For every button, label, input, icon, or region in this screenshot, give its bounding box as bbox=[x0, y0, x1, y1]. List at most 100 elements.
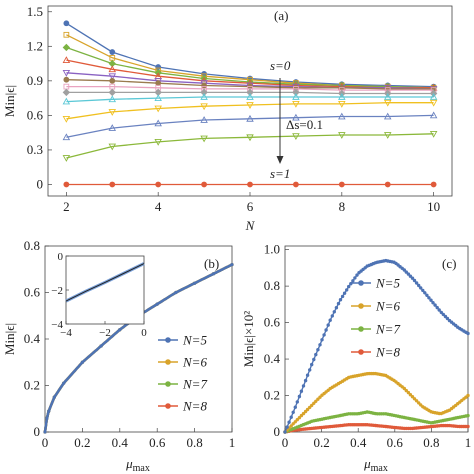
data-point bbox=[338, 101, 346, 108]
data-point bbox=[63, 31, 70, 38]
legend-marker bbox=[358, 280, 364, 286]
series-c-N=8 bbox=[283, 423, 470, 434]
data-point bbox=[338, 112, 346, 120]
data-point bbox=[108, 124, 117, 131]
x-tick-label: 2 bbox=[63, 199, 70, 214]
arrow-head bbox=[276, 156, 284, 164]
inset-x-tick-label: −4 bbox=[60, 327, 72, 339]
legend-marker bbox=[165, 381, 171, 387]
data-point bbox=[293, 181, 299, 188]
data-point bbox=[108, 65, 117, 73]
data-point bbox=[338, 298, 343, 302]
data-point bbox=[429, 111, 438, 119]
data-point bbox=[466, 331, 470, 336]
y-tick-label: 0.4 bbox=[264, 351, 281, 366]
data-point bbox=[108, 109, 117, 116]
data-point bbox=[414, 399, 419, 403]
data-point bbox=[466, 424, 470, 429]
data-point bbox=[310, 362, 314, 367]
data-point bbox=[314, 352, 318, 357]
data-point bbox=[445, 316, 450, 321]
data-point bbox=[429, 130, 438, 138]
x-tick-label: 4 bbox=[155, 199, 162, 214]
data-point bbox=[301, 384, 306, 388]
data-point bbox=[63, 181, 70, 188]
data-point bbox=[99, 344, 103, 348]
legend-c: N=5 N=6 N=7 N=8 bbox=[351, 276, 400, 360]
panel-a: 2 4 6 8 10 0 0.3 0.6 0.9 1.2 1.5 (a) s=0 Δs=0.1 s=1 N Mi… bbox=[2, 4, 453, 233]
series-a-9 bbox=[62, 99, 438, 123]
legend-label: N=8 bbox=[182, 399, 207, 414]
inset-frame bbox=[65, 255, 145, 325]
x-tick-label: 1 bbox=[229, 435, 236, 450]
data-point bbox=[63, 76, 70, 83]
legend-label: N=7 bbox=[375, 322, 400, 337]
data-point bbox=[320, 338, 324, 342]
data-point bbox=[334, 306, 339, 310]
data-point bbox=[312, 357, 316, 362]
data-point bbox=[293, 405, 297, 409]
data-point bbox=[414, 281, 419, 285]
y-tick-label: 0.6 bbox=[27, 107, 44, 122]
data-point bbox=[419, 286, 423, 290]
data-point bbox=[63, 20, 70, 27]
data-point bbox=[200, 103, 208, 111]
data-point bbox=[289, 415, 293, 419]
series-c-N=6 bbox=[283, 371, 470, 434]
panel-label: (c) bbox=[442, 256, 456, 271]
data-point bbox=[292, 93, 300, 100]
data-point bbox=[174, 290, 178, 295]
data-point bbox=[383, 132, 392, 139]
annotation-top: s=0 bbox=[270, 58, 291, 73]
data-point bbox=[155, 181, 162, 188]
data-point bbox=[328, 318, 332, 322]
data-point bbox=[230, 263, 234, 267]
y-tick-label: 0.4 bbox=[24, 331, 41, 346]
data-point bbox=[308, 368, 312, 372]
annotation-bottom: s=1 bbox=[270, 166, 290, 181]
data-point bbox=[246, 102, 254, 109]
panel-label: (a) bbox=[274, 8, 288, 23]
data-point bbox=[314, 399, 318, 403]
data-point bbox=[62, 88, 71, 97]
series-line bbox=[66, 102, 434, 120]
data-point bbox=[109, 77, 116, 84]
data-point bbox=[429, 99, 438, 107]
data-point bbox=[345, 288, 349, 292]
data-point bbox=[324, 328, 328, 332]
data-point bbox=[246, 114, 254, 122]
data-point bbox=[247, 181, 253, 188]
series-c-N=5 bbox=[283, 258, 470, 434]
data-point bbox=[431, 301, 435, 305]
y-tick-label: 0 bbox=[37, 176, 44, 191]
legend-marker bbox=[165, 403, 171, 409]
y-tick-label: 1.0 bbox=[264, 242, 280, 257]
data-point bbox=[305, 373, 310, 377]
data-point bbox=[338, 93, 346, 100]
panel-c: 0 0.2 0.4 0.6 0.8 100.20.40.60.81.0(c)N=5N=6N… bbox=[241, 242, 471, 474]
x-tick-label: 0 bbox=[42, 435, 49, 450]
legend-b: N=5 N=6 N=7 N=8 bbox=[158, 333, 207, 414]
data-point bbox=[292, 113, 300, 121]
panel-label: (b) bbox=[204, 256, 219, 271]
data-point bbox=[336, 301, 341, 306]
series-line bbox=[66, 96, 434, 103]
data-point bbox=[62, 133, 71, 141]
data-point bbox=[246, 88, 254, 97]
data-point bbox=[155, 64, 162, 70]
data-point bbox=[108, 73, 117, 81]
x-tick-label: 0.6 bbox=[387, 435, 404, 450]
y-tick-label: 0.8 bbox=[264, 278, 280, 293]
data-point bbox=[200, 88, 208, 97]
data-point bbox=[291, 410, 295, 414]
data-point bbox=[62, 155, 71, 162]
x-tick-label: 0.8 bbox=[186, 435, 202, 450]
data-point bbox=[342, 291, 347, 295]
data-point bbox=[43, 430, 47, 434]
x-tick-label: 0.8 bbox=[423, 435, 439, 450]
data-point bbox=[154, 94, 162, 101]
y-tick-label: 0 bbox=[274, 424, 281, 439]
data-point bbox=[292, 133, 300, 141]
data-point bbox=[292, 88, 300, 97]
data-point bbox=[429, 298, 433, 302]
